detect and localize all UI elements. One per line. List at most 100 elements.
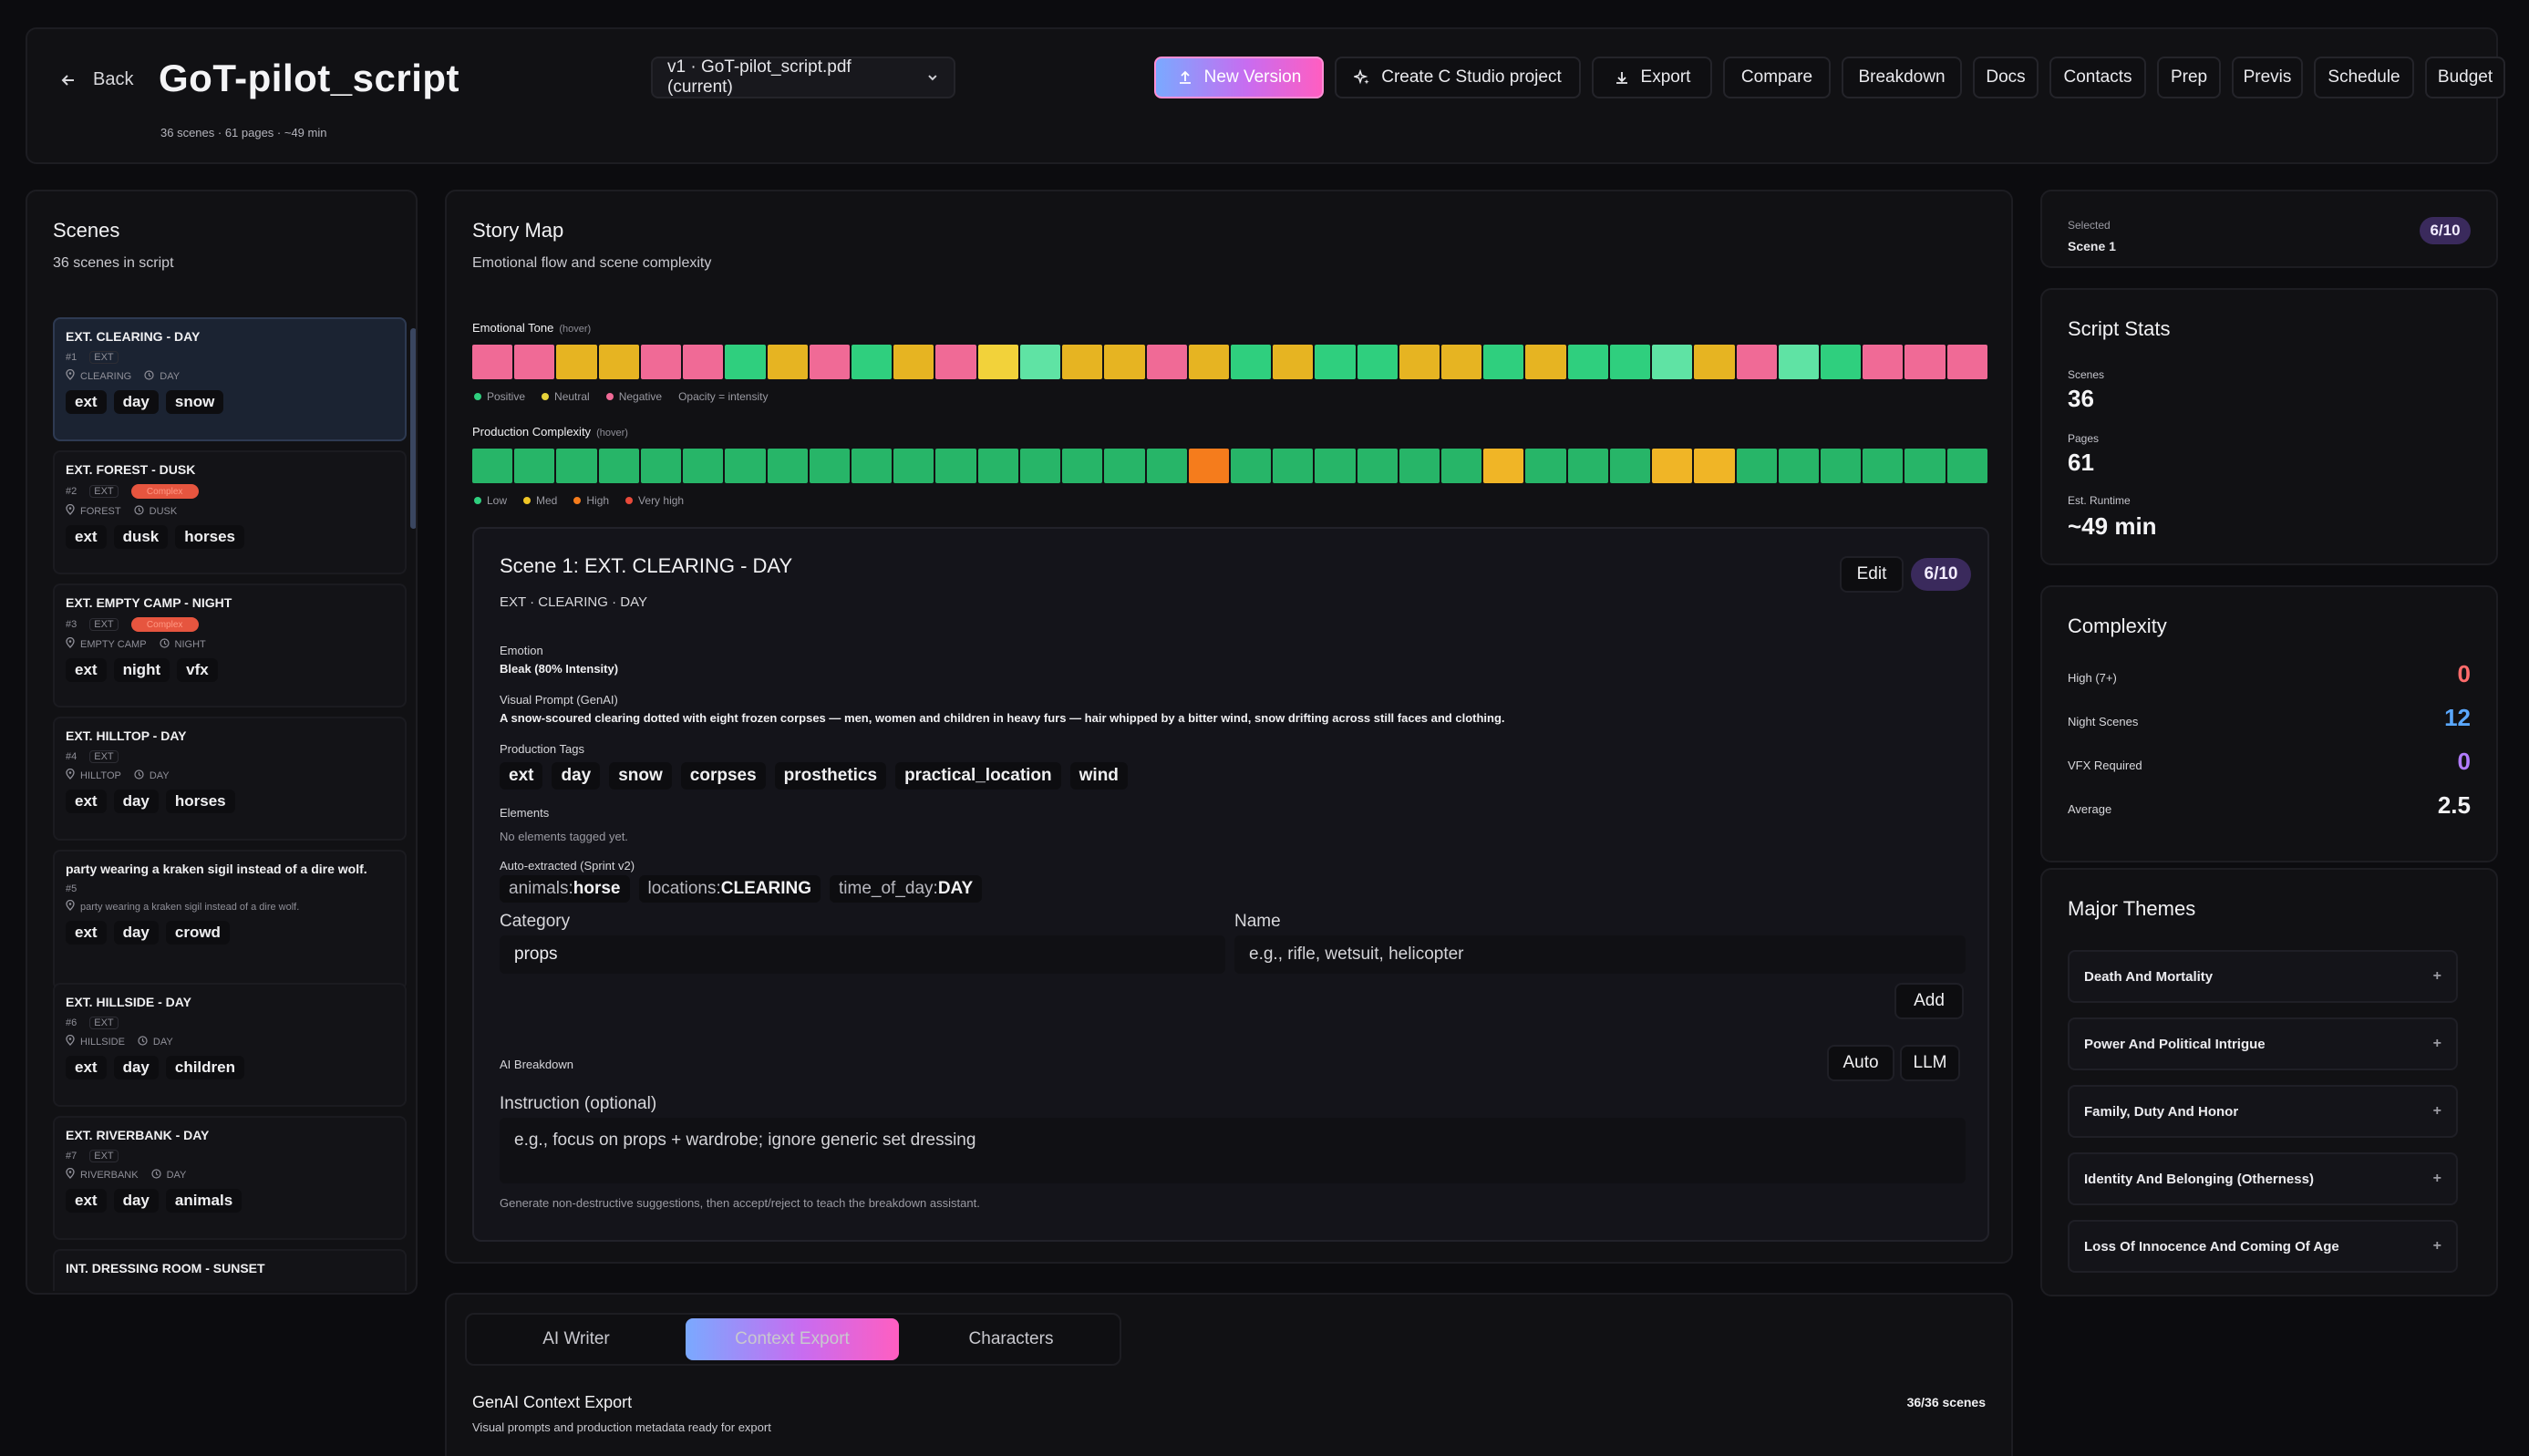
tone-bar[interactable] [1863,345,1904,379]
prep-button[interactable]: Prep [2157,57,2221,98]
tone-bar[interactable] [1483,345,1524,379]
tone-bar[interactable] [767,345,808,379]
tone-bar[interactable] [514,345,555,379]
complexity-bar[interactable] [1609,449,1651,483]
schedule-button[interactable]: Schedule [2314,57,2414,98]
complexity-bar[interactable] [1736,449,1777,483]
new-version-button[interactable]: New Version [1154,57,1324,98]
complexity-bar[interactable] [1146,449,1187,483]
scene-card[interactable]: EXT. EMPTY CAMP - NIGHT #3 EXT Complex EMPTY… [53,583,407,707]
complexity-bar[interactable] [1694,449,1735,483]
tone-bar[interactable] [1188,345,1229,379]
complexity-bar[interactable] [640,449,682,483]
complexity-bar[interactable] [1019,449,1061,483]
complexity-bar[interactable] [1399,449,1440,483]
tone-bar[interactable] [1399,345,1440,379]
tone-bar[interactable] [893,345,934,379]
tone-bar[interactable] [1946,345,1987,379]
plus-icon[interactable]: + [2432,968,2441,984]
complexity-bar[interactable] [683,449,724,483]
scene-card[interactable]: EXT. HILLSIDE - DAY #6 EXT HILLSIDE DAY ext da… [53,983,407,1107]
complexity-bar[interactable] [1273,449,1314,483]
tone-bar[interactable] [1736,345,1777,379]
tone-bar[interactable] [1230,345,1272,379]
plus-icon[interactable]: + [2432,1036,2441,1051]
previs-button[interactable]: Previs [2232,57,2303,98]
tone-bar[interactable] [1146,345,1187,379]
scene-card[interactable]: party wearing a kraken sigil instead of … [53,850,407,990]
version-select[interactable]: v1 · GoT-pilot_script.pdf (current) [651,57,955,98]
scene-card[interactable]: EXT. RIVERBANK - DAY #7 EXT RIVERBANK DAY ext… [53,1116,407,1240]
complexity-bar[interactable] [1441,449,1482,483]
tone-bar[interactable] [1357,345,1398,379]
tone-bar[interactable] [598,345,639,379]
tone-bar[interactable] [1441,345,1482,379]
tone-bar[interactable] [472,345,513,379]
complexity-bar[interactable] [893,449,934,483]
complexity-bar[interactable] [1863,449,1904,483]
tone-bar[interactable] [725,345,766,379]
complexity-bar[interactable] [1821,449,1862,483]
theme-item[interactable]: Power And Political Intrigue + [2068,1017,2458,1070]
tab-context-export[interactable]: Context Export [686,1318,899,1360]
tone-bar[interactable] [809,345,850,379]
complexity-bar[interactable] [1483,449,1524,483]
complexity-bar[interactable] [725,449,766,483]
tone-bar[interactable] [556,345,597,379]
plus-icon[interactable]: + [2432,1171,2441,1186]
complexity-bar[interactable] [598,449,639,483]
complexity-bar[interactable] [1315,449,1356,483]
scene-card[interactable]: EXT. FOREST - DUSK #2 EXT Complex FOREST DUSK… [53,450,407,574]
theme-item[interactable]: Family, Duty And Honor + [2068,1085,2458,1138]
complexity-bar[interactable] [1567,449,1608,483]
tone-bar[interactable] [1273,345,1314,379]
theme-item[interactable]: Death And Mortality + [2068,950,2458,1003]
scene-card[interactable]: EXT. CLEARING - DAY #1 EXT CLEARING DAY ext da… [53,317,407,441]
theme-item[interactable]: Identity And Belonging (Otherness) + [2068,1152,2458,1205]
tone-bar[interactable] [1778,345,1819,379]
tone-bar[interactable] [1315,345,1356,379]
tone-bar[interactable] [1525,345,1566,379]
complexity-bar[interactable] [1062,449,1103,483]
compare-button[interactable]: Compare [1723,57,1831,98]
complexity-bar[interactable] [935,449,976,483]
complexity-bar[interactable] [809,449,850,483]
name-input[interactable]: e.g., rifle, wetsuit, helicopter [1234,935,1966,974]
add-button[interactable]: Add [1894,983,1964,1019]
scene-list-scrollbar[interactable] [410,328,416,529]
plus-icon[interactable]: + [2432,1238,2441,1254]
complexity-bar[interactable] [1525,449,1566,483]
complexity-bar[interactable] [514,449,555,483]
tone-bar[interactable] [1904,345,1946,379]
complexity-bar[interactable] [1652,449,1693,483]
tone-bar[interactable] [1609,345,1651,379]
llm-mode-button[interactable]: LLM [1900,1045,1960,1081]
emotional-tone-bars[interactable] [472,345,1987,379]
complexity-bar[interactable] [1904,449,1946,483]
complexity-bar[interactable] [851,449,893,483]
auto-mode-button[interactable]: Auto [1827,1045,1894,1081]
tone-bar[interactable] [1019,345,1061,379]
complexity-bar[interactable] [1946,449,1987,483]
tone-bar[interactable] [1694,345,1735,379]
complexity-bar[interactable] [977,449,1018,483]
theme-item[interactable]: Loss Of Innocence And Coming Of Age + [2068,1220,2458,1273]
instruction-textarea[interactable]: e.g., focus on props + wardrobe; ignore … [500,1118,1966,1183]
complexity-bar[interactable] [1357,449,1398,483]
scene-card[interactable]: INT. DRESSING ROOM - SUNSET [53,1249,407,1291]
budget-button[interactable]: Budget [2425,57,2505,98]
contacts-button[interactable]: Contacts [2049,57,2146,98]
tone-bar[interactable] [977,345,1018,379]
create-studio-project-button[interactable]: Create C Studio project [1335,57,1581,98]
tone-bar[interactable] [1652,345,1693,379]
tone-bar[interactable] [1104,345,1145,379]
back-button[interactable]: Back [60,69,133,90]
category-select[interactable]: props [500,935,1225,974]
complexity-bar[interactable] [1778,449,1819,483]
plus-icon[interactable]: + [2432,1103,2441,1119]
tab-ai-writer[interactable]: AI Writer [542,1329,610,1348]
tone-bar[interactable] [851,345,893,379]
complexity-bar[interactable] [1104,449,1145,483]
edit-button[interactable]: Edit [1840,556,1904,593]
complexity-bar[interactable] [767,449,808,483]
